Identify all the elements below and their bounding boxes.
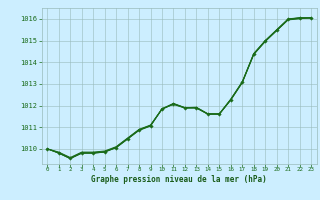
X-axis label: Graphe pression niveau de la mer (hPa): Graphe pression niveau de la mer (hPa): [91, 175, 267, 184]
